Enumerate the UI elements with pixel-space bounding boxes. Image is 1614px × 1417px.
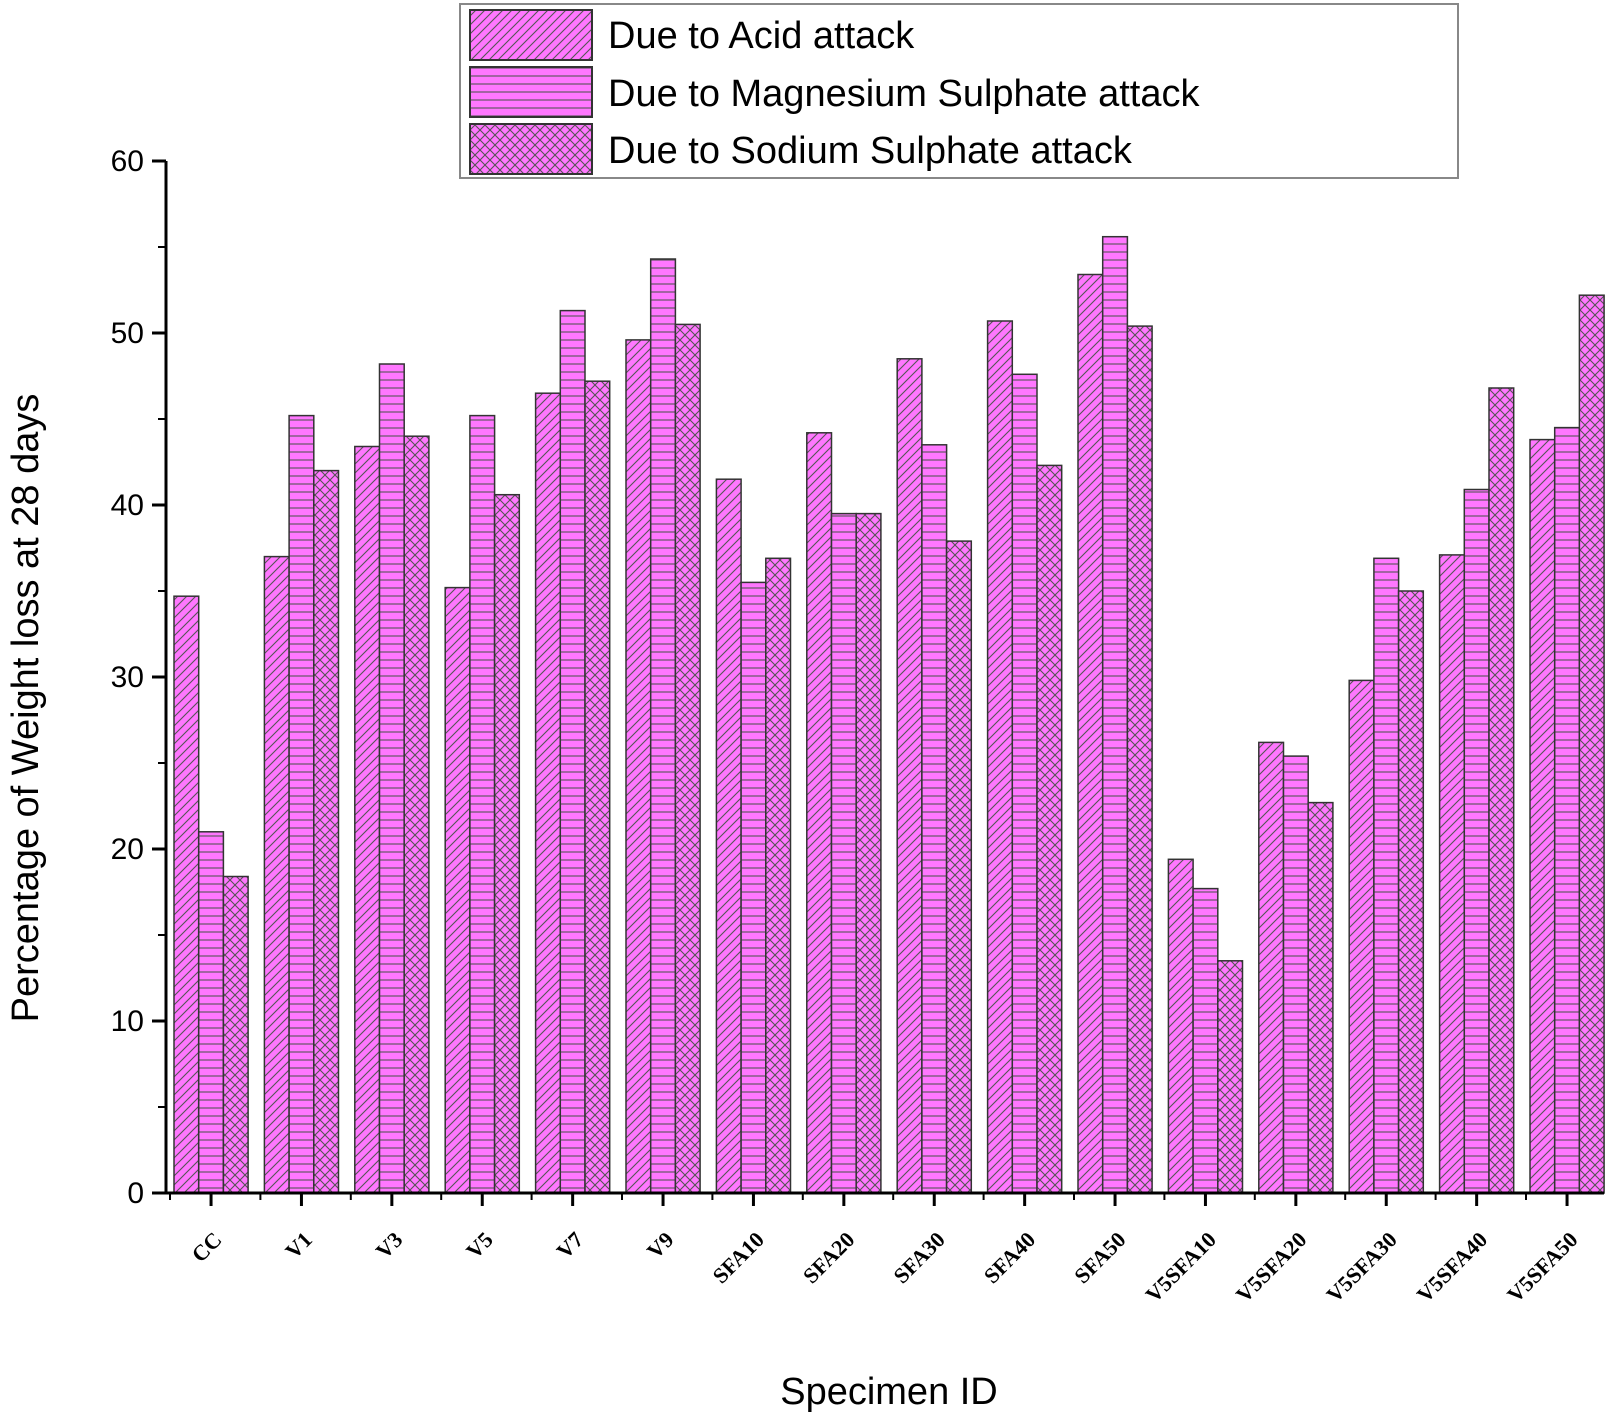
legend-label-acid: Due to Acid attack: [608, 15, 915, 57]
bar-sodium-v5sfa10: [1217, 960, 1244, 1194]
x-tick-label-sfa40: SFA40: [979, 1227, 1040, 1288]
bar-sodium-sfa10: [765, 557, 792, 1194]
legend-swatch-acid: [469, 9, 593, 61]
bar-acid-v1: [263, 555, 290, 1194]
bar-sodium-v5sfa30: [1397, 590, 1425, 1194]
bar-acid-v5sfa20: [1258, 741, 1285, 1194]
bar-magnesium-v5sfa20: [1282, 755, 1309, 1194]
bar-sodium-cc: [222, 875, 249, 1194]
x-tick-label-sfa10: SFA10: [708, 1227, 769, 1288]
x-tick-label-v5sfa40: V5SFA40: [1412, 1227, 1492, 1307]
bar-magnesium-v5sfa10: [1192, 887, 1219, 1194]
bar-magnesium-sfa30: [921, 444, 948, 1194]
bar-acid-sfa30: [896, 358, 923, 1194]
x-tick-label-v5sfa50: V5SFA50: [1502, 1227, 1582, 1307]
bar-sodium-v3: [403, 435, 430, 1194]
bar-magnesium-v5: [469, 414, 496, 1194]
bar-magnesium-v3: [378, 363, 405, 1194]
bar-sodium-sfa20: [855, 512, 882, 1194]
x-tick-label-v7: V7: [551, 1227, 588, 1264]
legend-swatch-magnesium: [469, 66, 593, 118]
bar-magnesium-v5sfa40: [1463, 488, 1490, 1194]
bar-magnesium-v5sfa30: [1373, 557, 1400, 1194]
bar-sodium-v5sfa20: [1307, 801, 1334, 1194]
bar-acid-sfa50: [1077, 273, 1104, 1194]
bar-acid-v9: [625, 339, 652, 1194]
x-ticks: CC V1 V3 V5 V7 V9 SFA10 SFA20 SFA30 SFA40 SFA50 V5S…: [169, 1193, 1583, 1307]
bar-sodium-v5: [493, 493, 521, 1194]
legend-box: [459, 3, 1459, 179]
bar-acid-v7: [534, 392, 562, 1194]
x-tick-label-v5sfa20: V5SFA20: [1231, 1227, 1311, 1307]
x-axis-title: Specimen ID: [780, 1371, 998, 1413]
x-tick-label-v9: V9: [642, 1227, 679, 1264]
bar-magnesium-sfa10: [740, 581, 767, 1194]
bar-magnesium-sfa50: [1101, 235, 1129, 1194]
x-tick-label-v3: V3: [371, 1227, 408, 1264]
y-tick-label: 60: [111, 145, 144, 178]
bar-acid-v3: [354, 445, 381, 1194]
x-tick-label-cc: CC: [186, 1227, 226, 1267]
bar-acid-sfa20: [806, 432, 833, 1194]
bar-magnesium-v7: [559, 309, 586, 1194]
bar-sodium-sfa30: [945, 540, 973, 1194]
bar-sodium-sfa40: [1036, 464, 1063, 1194]
legend-swatch-sodium: [469, 123, 593, 175]
bar-sodium-v1: [313, 469, 340, 1194]
x-tick-label-sfa50: SFA50: [1069, 1227, 1130, 1288]
bar-magnesium-v5sfa50: [1553, 426, 1581, 1194]
x-tick-label-v5: V5: [461, 1227, 498, 1264]
y-tick-label: 30: [111, 661, 144, 694]
bar-magnesium-v1: [288, 414, 315, 1194]
x-tick-label-v1: V1: [280, 1227, 317, 1264]
y-tick-label: 40: [111, 489, 144, 522]
bar-acid-v5: [444, 586, 471, 1194]
x-tick-label-sfa20: SFA20: [798, 1227, 859, 1288]
bar-sodium-v9: [674, 323, 701, 1194]
y-tick-label: 10: [111, 1005, 144, 1038]
legend-label-sodium: Due to Sodium Sulphate attack: [608, 130, 1133, 172]
x-tick-label-sfa30: SFA30: [888, 1227, 949, 1288]
bar-acid-v5sfa30: [1348, 679, 1375, 1194]
bar-magnesium-sfa20: [830, 512, 857, 1194]
y-tick-label: 50: [111, 317, 144, 350]
bar-acid-v5sfa40: [1438, 554, 1466, 1194]
legend-label-magnesium: Due to Magnesium Sulphate attack: [608, 73, 1200, 115]
y-tick-label: 0: [127, 1177, 144, 1210]
bar-sodium-v7: [584, 380, 611, 1194]
bar-acid-v5sfa50: [1529, 438, 1556, 1194]
y-tick-label: 20: [111, 833, 144, 866]
bar-acid-sfa10: [715, 478, 742, 1194]
legend: Due to Acid attack Due to Magnesium Sulp…: [459, 3, 1459, 179]
y-ticks: 0 10 20 30 40 50 60: [111, 145, 166, 1210]
bar-magnesium-v9: [649, 258, 677, 1194]
bar-sodium-sfa50: [1126, 325, 1153, 1194]
bar-magnesium-sfa40: [1011, 373, 1038, 1194]
x-tick-label-v5sfa10: V5SFA10: [1140, 1227, 1220, 1307]
bar-acid-sfa40: [986, 320, 1014, 1194]
x-tick-label-v5sfa30: V5SFA30: [1321, 1227, 1401, 1307]
bar-magnesium-cc: [197, 831, 225, 1194]
bar-acid-cc: [173, 595, 200, 1194]
bar-acid-v5sfa10: [1167, 858, 1194, 1194]
bars-layer: [173, 235, 1605, 1194]
bar-sodium-v5sfa50: [1578, 294, 1605, 1194]
y-axis-title: Percentage of Weight loss at 28 days: [5, 394, 47, 1023]
bar-sodium-v5sfa40: [1488, 387, 1515, 1194]
